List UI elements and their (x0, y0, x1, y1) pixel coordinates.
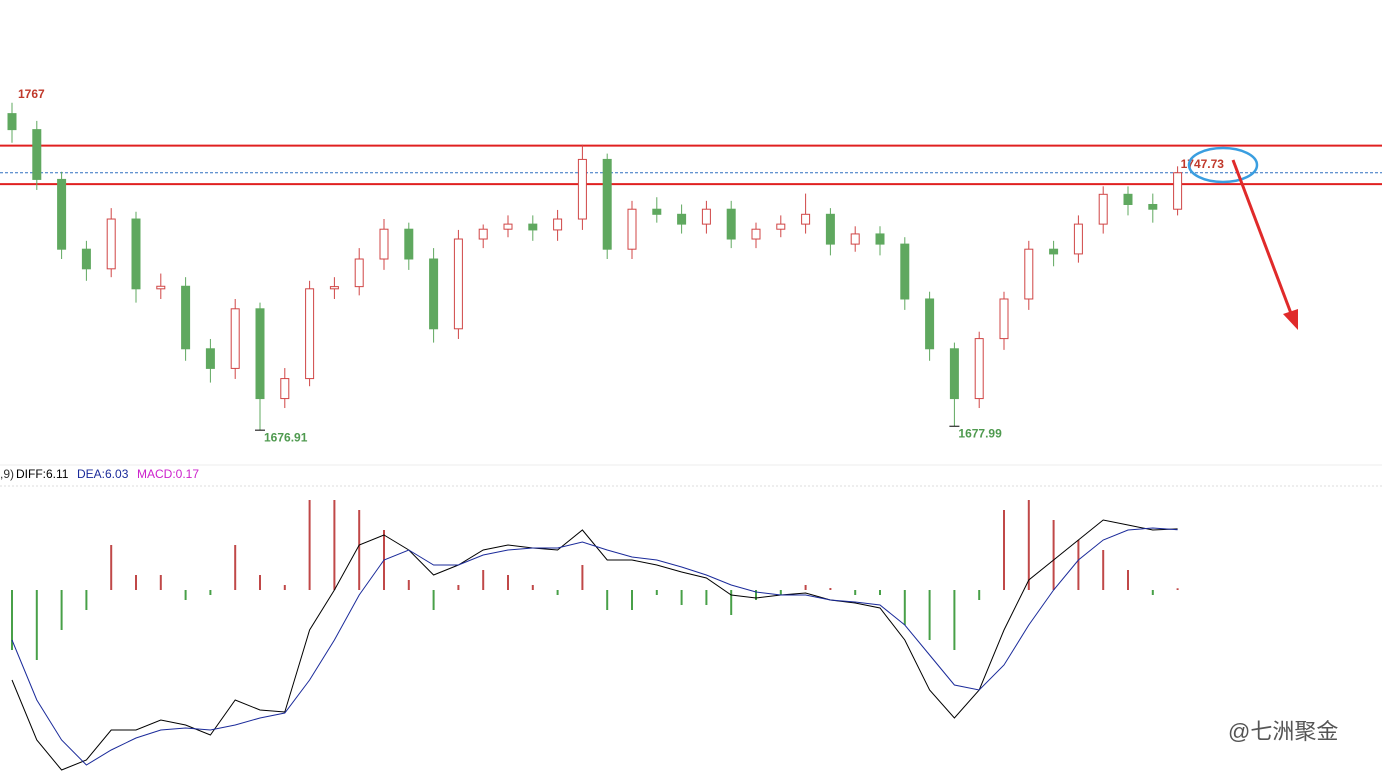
candle-body (404, 228, 414, 260)
candle-body (1123, 193, 1133, 205)
candle-body (925, 298, 935, 350)
indicator-line (11, 519, 1178, 771)
candle-body (701, 208, 711, 225)
candle-body (379, 228, 389, 260)
candle-body (1173, 172, 1183, 210)
candle-body (602, 158, 612, 250)
candle-body (999, 298, 1009, 340)
candle-body (230, 308, 240, 369)
candle-body (32, 129, 42, 180)
candle-body (825, 213, 835, 245)
highlight-ellipse (1187, 146, 1259, 184)
price-panel: 1767 1676.91 1677.99 1747.73 (0, 87, 1382, 444)
candle-body (949, 348, 959, 400)
candle-body (1148, 203, 1158, 210)
candle-body (280, 378, 290, 400)
high-label: 1767 (18, 87, 45, 101)
candle-body (875, 233, 885, 245)
legend-entry: DIFF:6.11 (16, 467, 69, 481)
candle-body (776, 223, 786, 230)
last-price-label: 1747.73 (1181, 157, 1225, 171)
candle-body (156, 285, 166, 290)
candle-body (57, 178, 67, 250)
candle-body (255, 308, 265, 400)
candle-body (81, 248, 91, 270)
candle-body (354, 258, 364, 288)
candle-body (1098, 193, 1108, 225)
arrow-head (1283, 309, 1298, 330)
candle-body (106, 218, 116, 270)
candle-body (181, 285, 191, 350)
candle-body (453, 238, 463, 330)
candle-body (528, 223, 538, 231)
candle-body (205, 348, 215, 369)
candle-body (429, 258, 439, 330)
candle-body (1073, 223, 1083, 255)
candle-body (131, 218, 141, 290)
candle-body (503, 223, 513, 230)
candle-body (553, 218, 563, 231)
candle-body (751, 228, 761, 240)
candle-body (329, 286, 339, 290)
candle-body (900, 243, 910, 300)
candle-body (1049, 248, 1059, 255)
low-label: 1677.99 (958, 426, 1002, 440)
candle-body (974, 338, 984, 400)
candle-body (7, 113, 17, 131)
candle-body (652, 208, 662, 215)
low-label: 1676.91 (264, 430, 308, 444)
watermark: @七洲聚金 (1228, 719, 1338, 744)
candle-body (726, 208, 736, 240)
candle-body (1024, 248, 1034, 300)
candle-body (850, 233, 860, 245)
candle-body (677, 213, 687, 225)
legend-entry: MACD:0.17 (137, 467, 199, 481)
legend-prefix: ,9) (0, 467, 14, 481)
forecast-arrow (1231, 159, 1294, 317)
candle-body (478, 228, 488, 240)
candle-body (801, 213, 811, 225)
candle-body (577, 158, 587, 220)
indicator-line (11, 527, 1178, 766)
legend-entry: DEA:6.03 (77, 467, 129, 481)
candle-body (627, 208, 637, 250)
macd-panel: ,9) DIFF:6.11 DEA:6.03 MACD:0.17 (0, 467, 1179, 771)
candle-body (305, 288, 315, 380)
